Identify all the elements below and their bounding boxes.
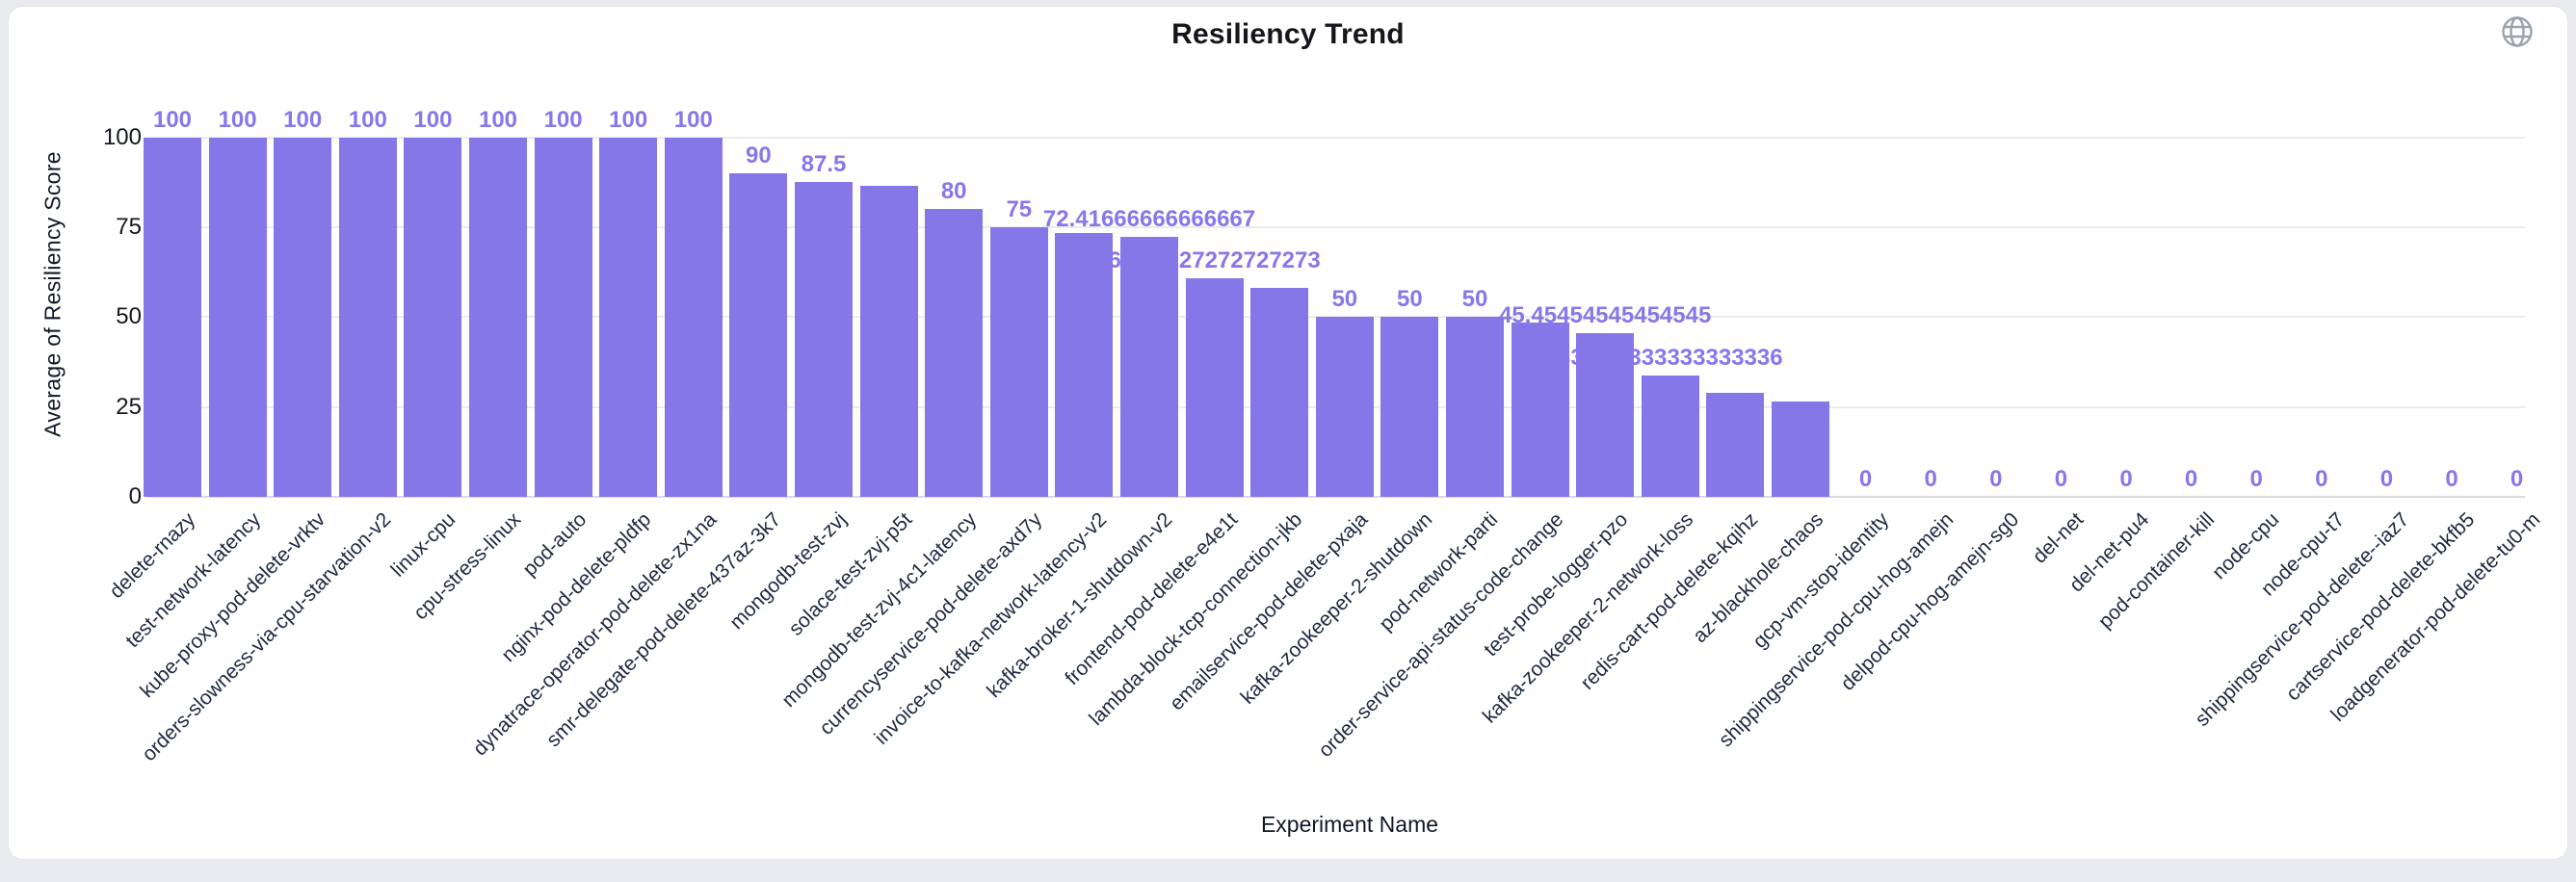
bar[interactable] xyxy=(144,137,201,497)
bar-value-label: 0 xyxy=(2054,466,2068,492)
bars-layer xyxy=(9,7,2567,859)
gridline-75 xyxy=(147,226,2525,228)
bar-value-label: 87.5 xyxy=(801,151,847,178)
y-tick-label: 25 xyxy=(116,393,142,420)
gridline-100 xyxy=(147,136,2525,139)
bar-value-label: 80 xyxy=(940,178,967,205)
bar[interactable] xyxy=(469,137,527,497)
gridline-0 xyxy=(147,496,2525,498)
bar[interactable] xyxy=(795,182,853,497)
bar-value-label: 100 xyxy=(673,106,713,133)
bar-value-label: 0 xyxy=(1924,466,1937,492)
bar[interactable] xyxy=(1250,288,1309,497)
bar[interactable] xyxy=(729,173,788,497)
bar[interactable] xyxy=(208,137,267,497)
bar[interactable] xyxy=(404,137,462,497)
y-tick-label: 0 xyxy=(128,483,142,509)
bar[interactable] xyxy=(338,137,397,497)
chart-title: Resiliency Trend xyxy=(1171,18,1405,50)
bar[interactable] xyxy=(1641,375,1699,497)
y-tick-label: 75 xyxy=(116,214,142,240)
bar[interactable] xyxy=(1511,322,1569,497)
bar-value-label: 0 xyxy=(2315,466,2328,492)
y-tick-label: 100 xyxy=(102,123,142,150)
bar[interactable] xyxy=(1772,402,1829,497)
x-axis-title: Experiment Name xyxy=(1260,812,1439,837)
bar-value-label: 100 xyxy=(413,106,453,133)
bar-value-label: 100 xyxy=(218,106,257,133)
bar[interactable] xyxy=(1185,278,1244,497)
y-tick-label: 50 xyxy=(116,303,142,330)
bar-value-label: 0 xyxy=(2510,466,2524,492)
bar[interactable] xyxy=(1315,317,1374,497)
bar-value-label: 0 xyxy=(2445,466,2458,492)
bar-value-label: 0 xyxy=(2119,466,2133,492)
bar-value-label: 50 xyxy=(1461,286,1488,313)
bar[interactable] xyxy=(664,137,723,497)
bar-value-label: 0 xyxy=(1858,466,1873,492)
bar-value-label: 0 xyxy=(2184,466,2198,492)
bar-value-label: 100 xyxy=(543,106,583,133)
plot-area: 0 25 50 75 100 100 100 100 100 100 100 100 100 100 90… xyxy=(9,7,2567,859)
bar-value-label: 0 xyxy=(2249,466,2263,492)
bar-value-label: 75 xyxy=(1006,196,1033,222)
bar-value-label: 100 xyxy=(609,106,648,133)
bar-value-label: 100 xyxy=(348,106,387,133)
bar[interactable] xyxy=(859,186,918,497)
bar-value-label: 100 xyxy=(152,106,193,133)
chart-card: Resiliency Trend Average of Resiliency S… xyxy=(8,6,2568,860)
bar[interactable] xyxy=(1120,236,1178,497)
bar-value-label: 0 xyxy=(1989,466,2003,492)
bar-value-label: 72.41666666666667 xyxy=(1042,205,1256,232)
bar[interactable] xyxy=(1380,317,1439,497)
bar[interactable] xyxy=(534,137,592,497)
bar[interactable] xyxy=(1446,317,1504,497)
bar-value-label: 0 xyxy=(2379,466,2394,492)
bar-value-label: 50 xyxy=(1331,286,1358,313)
bar[interactable] xyxy=(1576,333,1635,497)
bar[interactable] xyxy=(1055,233,1114,497)
bar[interactable] xyxy=(1706,392,1765,497)
bar[interactable] xyxy=(989,227,1048,497)
bar[interactable] xyxy=(599,137,658,497)
bar[interactable] xyxy=(274,137,332,497)
bar[interactable] xyxy=(925,209,984,497)
bar-value-label: 90 xyxy=(746,143,772,169)
globe-icon[interactable] xyxy=(2500,14,2535,49)
bar-value-label: 100 xyxy=(283,106,323,133)
bar-value-label: 50 xyxy=(1397,286,1423,313)
bar-value-label: 100 xyxy=(478,106,518,133)
